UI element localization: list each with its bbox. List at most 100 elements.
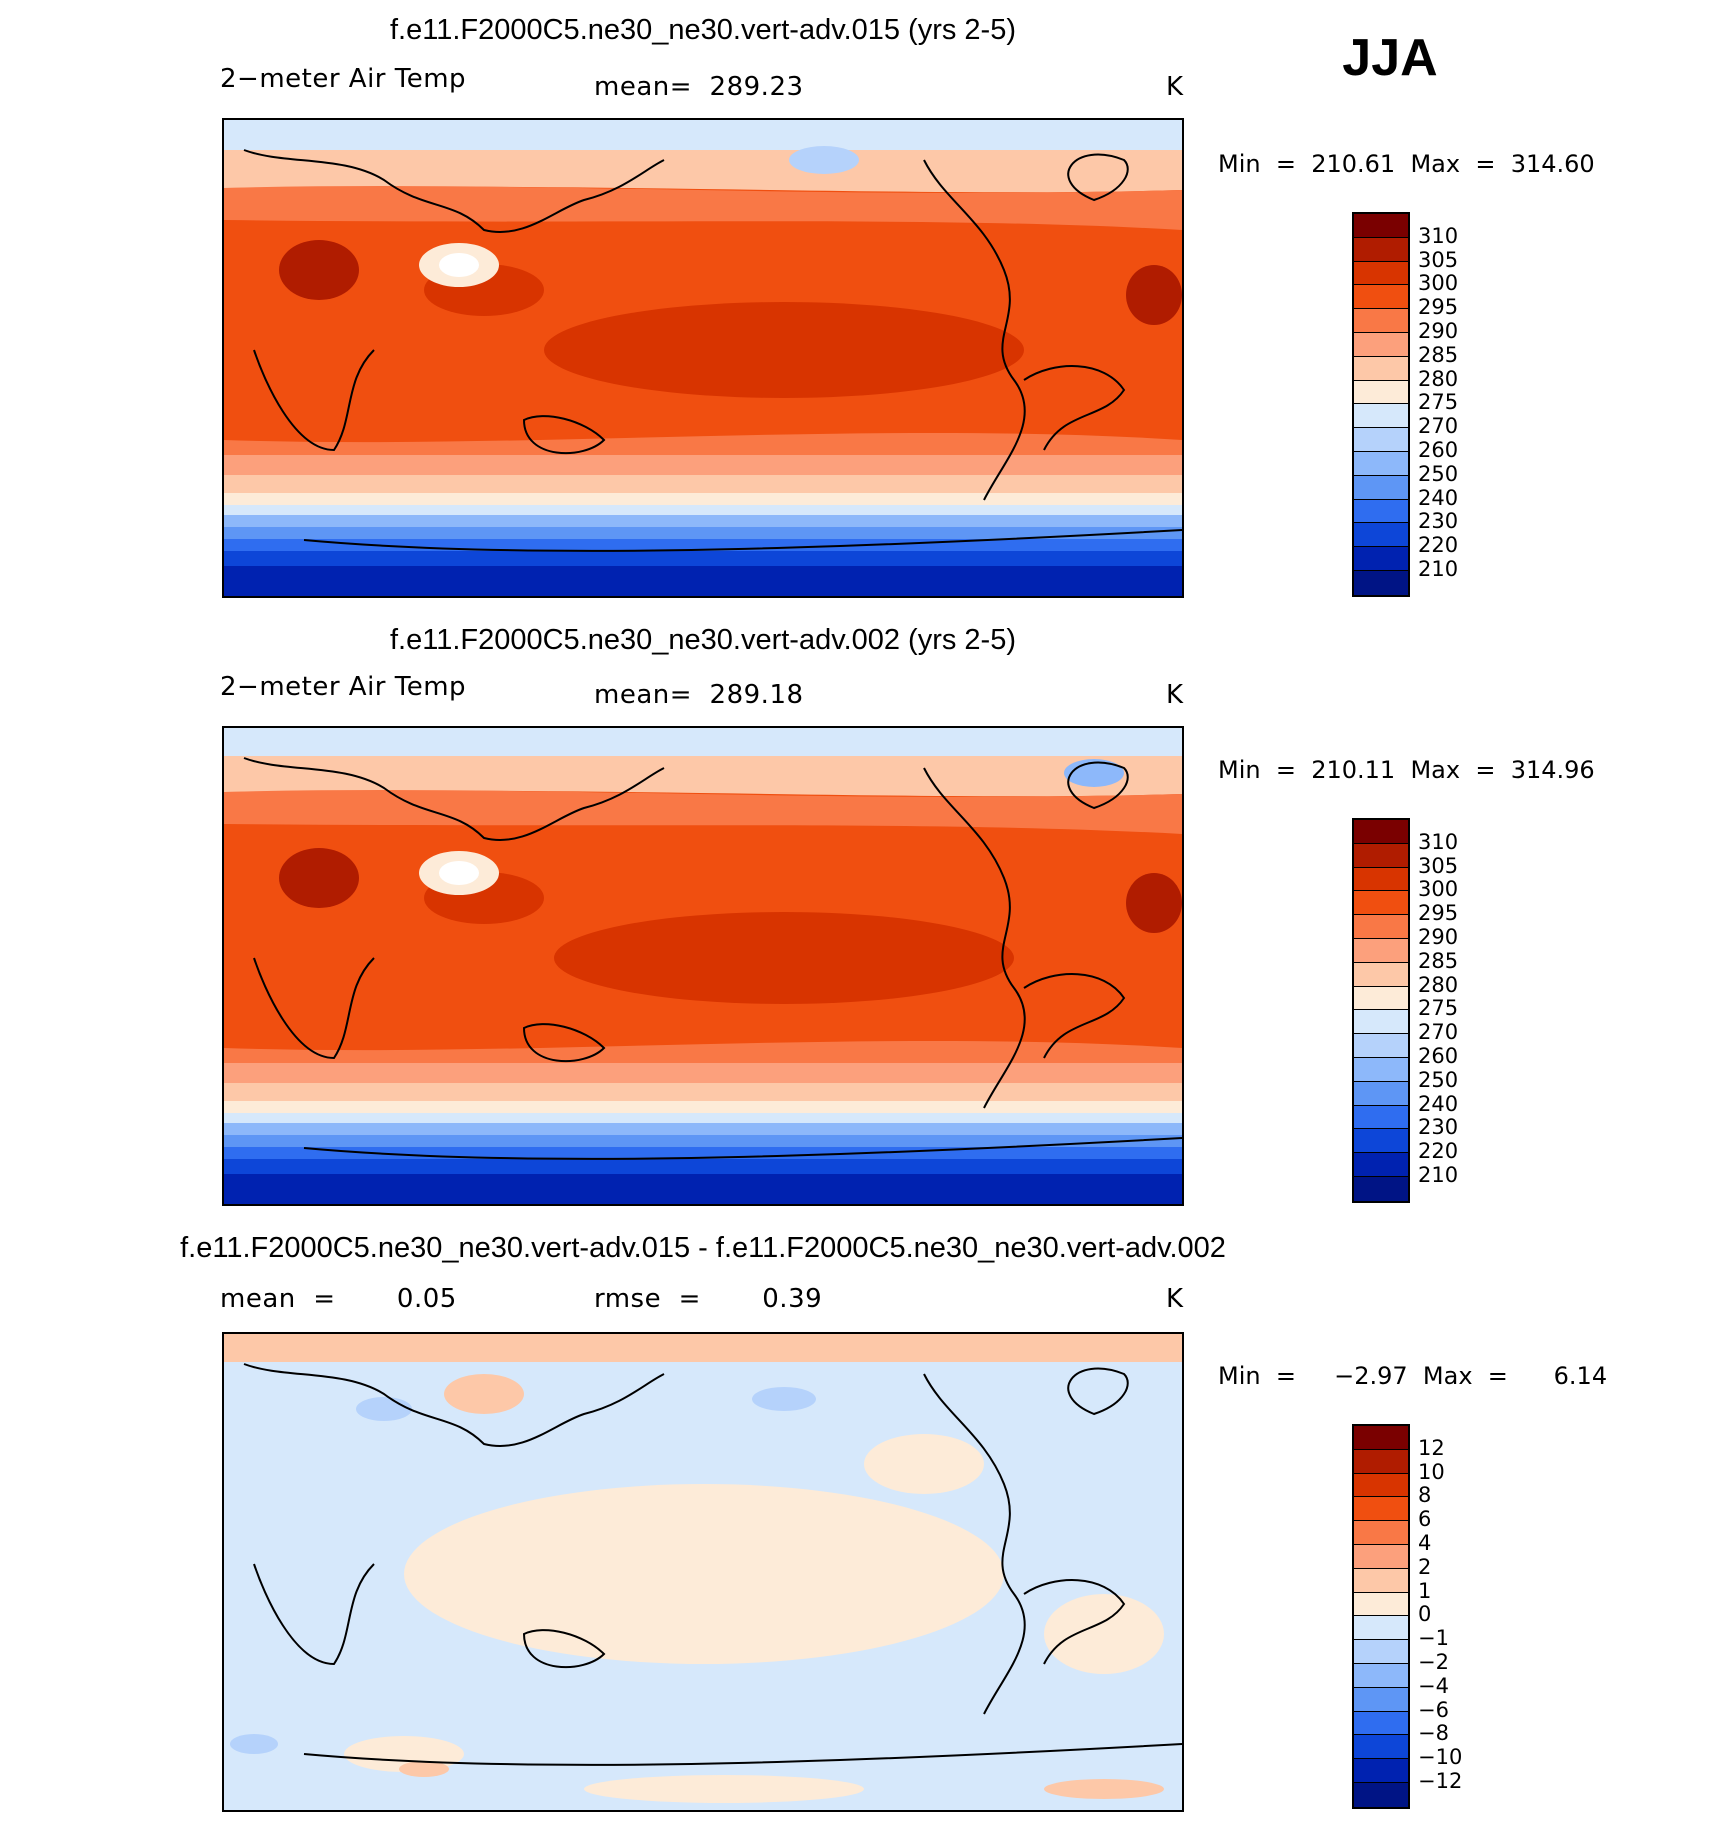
colorbar-swatch — [1354, 1592, 1408, 1617]
colorbar-swatch — [1354, 428, 1408, 452]
colorbar-swatch — [1354, 475, 1408, 500]
colorbar-swatch — [1354, 1759, 1408, 1783]
colorbar-swatch — [1354, 261, 1408, 286]
colorbar-swatch — [1354, 1782, 1408, 1807]
colorbar-swatch — [1354, 1497, 1408, 1522]
colorbar-tick-label: 285 — [1418, 342, 1459, 367]
colorbar-swatch — [1354, 237, 1408, 262]
panel-1-variable-label: 2−meter Air Temp — [220, 64, 467, 94]
colorbar-tick-label: 295 — [1418, 901, 1459, 926]
colorbar-tick-label: 1 — [1418, 1578, 1432, 1603]
colorbar-swatch — [1354, 1426, 1408, 1450]
colorbar-swatch — [1354, 1449, 1408, 1474]
colorbar-tick-label: −8 — [1418, 1721, 1449, 1746]
panel-3-mean-label: mean = 0.05 — [220, 1284, 457, 1314]
colorbar-tick-label: 280 — [1418, 366, 1459, 391]
colorbar-swatch — [1354, 1616, 1408, 1641]
panel-2-minmax: Min = 210.11 Max = 314.96 — [1218, 756, 1595, 784]
colorbar-tick-label: 210 — [1418, 557, 1459, 581]
colorbar-tick-label: 230 — [1418, 509, 1459, 534]
colorbar-tick-label: 270 — [1418, 414, 1459, 439]
colorbar-tick-label: 290 — [1418, 925, 1459, 949]
panel-1-map — [222, 118, 1184, 598]
colorbar-swatch — [1354, 214, 1408, 238]
colorbar-swatch — [1354, 1735, 1408, 1760]
colorbar-swatch — [1354, 1544, 1408, 1569]
colorbar-tick-label: 270 — [1418, 1020, 1459, 1045]
colorbar-tick-label: 12 — [1418, 1435, 1445, 1460]
colorbar-tick-label: −4 — [1418, 1673, 1449, 1698]
colorbar-swatch — [1354, 1568, 1408, 1593]
colorbar-swatch — [1354, 867, 1408, 892]
colorbar-tick-label: 210 — [1418, 1163, 1459, 1187]
colorbar-tick-label: 310 — [1418, 223, 1459, 248]
panel-1-colorbar — [1352, 212, 1410, 597]
season-label: JJA — [1342, 29, 1438, 87]
colorbar-tick-label: 275 — [1418, 390, 1459, 415]
colorbar-tick-label: −10 — [1418, 1745, 1463, 1770]
colorbar-swatch — [1354, 285, 1408, 310]
colorbar-tick-label: 310 — [1418, 829, 1459, 854]
colorbar-tick-label: 260 — [1418, 438, 1459, 462]
panel-3-units: K — [1166, 1284, 1184, 1314]
colorbar-swatch — [1354, 309, 1408, 333]
panel-3-colorbar — [1352, 1424, 1410, 1809]
colorbar-swatch — [1354, 1010, 1408, 1035]
colorbar-tick-label: 220 — [1418, 1139, 1459, 1164]
colorbar-swatch — [1354, 891, 1408, 916]
colorbar-swatch — [1354, 523, 1408, 548]
colorbar-tick-label: 250 — [1418, 1067, 1459, 1092]
colorbar-swatch — [1354, 1057, 1408, 1082]
colorbar-swatch — [1354, 356, 1408, 381]
colorbar-tick-label: 285 — [1418, 948, 1459, 973]
colorbar-swatch — [1354, 332, 1408, 357]
temperature-field-map — [224, 120, 1182, 596]
colorbar-swatch — [1354, 1521, 1408, 1545]
colorbar-tick-label: 240 — [1418, 485, 1459, 510]
colorbar-tick-label: 300 — [1418, 271, 1459, 296]
colorbar-tick-label: 240 — [1418, 1091, 1459, 1116]
colorbar-swatch — [1354, 820, 1408, 844]
colorbar-swatch — [1354, 1105, 1408, 1130]
colorbar-tick-label: 260 — [1418, 1044, 1459, 1068]
colorbar-tick-label: 290 — [1418, 319, 1459, 343]
colorbar-swatch — [1354, 1687, 1408, 1712]
colorbar-tick-label: 250 — [1418, 461, 1459, 486]
colorbar-tick-label: 2 — [1418, 1554, 1432, 1579]
panel-3-minmax: Min = −2.97 Max = 6.14 — [1218, 1362, 1608, 1390]
colorbar-swatch — [1354, 986, 1408, 1011]
colorbar-tick-label: 280 — [1418, 972, 1459, 997]
colorbar-swatch — [1354, 451, 1408, 476]
colorbar-tick-label: 300 — [1418, 877, 1459, 902]
colorbar-swatch — [1354, 843, 1408, 868]
colorbar-tick-label: −2 — [1418, 1650, 1449, 1674]
colorbar-swatch — [1354, 499, 1408, 524]
colorbar-swatch — [1354, 1081, 1408, 1106]
panel-2-colorbar — [1352, 818, 1410, 1203]
colorbar-tick-label: 230 — [1418, 1115, 1459, 1140]
panel-3-title: f.e11.F2000C5.ne30_ne30.vert-adv.015 - f… — [180, 1232, 1226, 1264]
colorbar-tick-label: 10 — [1418, 1459, 1445, 1484]
colorbar-tick-label: 295 — [1418, 295, 1459, 320]
panel-1-minmax: Min = 210.61 Max = 314.60 — [1218, 150, 1595, 178]
panel-3-rmse-label: rmse = 0.39 — [594, 1284, 823, 1314]
colorbar-tick-label: 275 — [1418, 996, 1459, 1021]
colorbar-swatch — [1354, 962, 1408, 987]
colorbar-tick-label: 8 — [1418, 1483, 1432, 1508]
colorbar-tick-label: −6 — [1418, 1697, 1449, 1722]
panel-2-variable-label: 2−meter Air Temp — [220, 672, 467, 702]
colorbar-swatch — [1354, 547, 1408, 571]
colorbar-swatch — [1354, 1640, 1408, 1664]
panel-1-mean-label: mean= 289.23 — [594, 72, 804, 102]
panel-1-units: K — [1166, 72, 1184, 102]
colorbar-tick-label: 305 — [1418, 247, 1459, 272]
colorbar-swatch — [1354, 1129, 1408, 1154]
panel-2-title: f.e11.F2000C5.ne30_ne30.vert-adv.002 (yr… — [389, 624, 1017, 656]
temperature-field-map — [224, 728, 1182, 1204]
colorbar-swatch — [1354, 1034, 1408, 1058]
colorbar-tick-label: −12 — [1418, 1769, 1463, 1793]
panel-3-map — [222, 1332, 1184, 1812]
panel-2-mean-label: mean= 289.18 — [594, 680, 804, 710]
colorbar-tick-label: −1 — [1418, 1626, 1449, 1651]
colorbar-tick-label: 0 — [1418, 1602, 1432, 1627]
